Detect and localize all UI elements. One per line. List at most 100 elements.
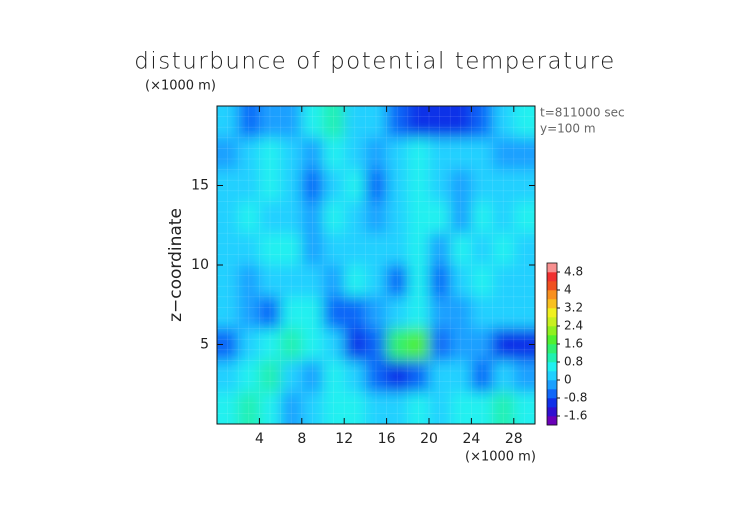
field-cell [344, 233, 366, 266]
field-cell [450, 392, 472, 424]
field-cell [450, 296, 472, 330]
field-cell [344, 360, 366, 393]
field-cell [365, 201, 388, 234]
field-cell [407, 137, 430, 171]
colorbar-segment [547, 407, 557, 417]
field-cell [323, 106, 345, 139]
field-cell [471, 201, 494, 234]
field-cell [386, 233, 409, 266]
field-cell [365, 328, 388, 361]
field-cell [365, 265, 388, 298]
field-cell [323, 296, 345, 330]
field-cell [386, 201, 409, 234]
field-cell [344, 201, 366, 234]
field-cell [259, 106, 282, 139]
x-tick-label: 4 [255, 431, 264, 447]
field-cell [513, 137, 535, 171]
field-cell [217, 328, 239, 361]
field-cell [280, 296, 303, 330]
field-cell [323, 137, 345, 171]
field-cell [429, 296, 451, 330]
field-cell [217, 201, 239, 234]
field-cell [407, 296, 430, 330]
field-cell [386, 360, 409, 393]
colorbar-segment [547, 263, 557, 273]
field-cell [238, 265, 260, 298]
field-cell [365, 137, 388, 171]
colorbar-tick-label: 0.8 [564, 355, 583, 369]
field-cell [513, 328, 535, 361]
field-cell [280, 360, 303, 393]
colorbar-segment [547, 416, 557, 426]
x-tick-label: 8 [297, 431, 306, 447]
field-cell [429, 201, 451, 234]
field-cell [365, 233, 388, 266]
field-cell [301, 201, 324, 234]
field-cell [280, 137, 303, 171]
field-cell [386, 137, 409, 171]
field-cell [471, 265, 494, 298]
field-cell [492, 201, 515, 234]
colorbar-segment [547, 272, 557, 282]
colorbar-segment [547, 362, 557, 372]
field-cell [301, 296, 324, 330]
colorbar-segment [547, 380, 557, 390]
overlay: 4 8 12 16 20 24 28 5 10 15 -1.6 -0.8 0 0.8 1.6 2.4 3.2 4 4… [191, 105, 587, 447]
field-cell [386, 296, 409, 330]
field-cell [407, 265, 430, 298]
field-cell [386, 328, 409, 361]
field-cell [344, 296, 366, 330]
field-cell [323, 392, 345, 424]
y-axis-label: z−coordinate [166, 208, 186, 322]
field-cell [450, 201, 472, 234]
field-cell [513, 169, 535, 202]
colorbar-tick-label: 0 [564, 373, 572, 387]
field-cell [471, 137, 494, 171]
field-cell [238, 296, 260, 330]
colorbar-segment [547, 317, 557, 327]
field-cell [280, 201, 303, 234]
field-cell [513, 201, 535, 234]
field-cell [407, 169, 430, 202]
field-cell [323, 360, 345, 393]
field-cell [407, 392, 430, 424]
field-cell [217, 233, 239, 266]
field-cell [344, 392, 366, 424]
field-cell [492, 137, 515, 171]
field-cell [513, 392, 535, 424]
field-cell [217, 296, 239, 330]
field-cell [471, 360, 494, 393]
field-cell [450, 265, 472, 298]
field-cell [471, 328, 494, 361]
field-cell [471, 106, 494, 139]
field-cell [492, 392, 515, 424]
x-tick-label: 20 [420, 431, 438, 447]
field-cell [301, 360, 324, 393]
y-tick-label: 15 [191, 178, 209, 194]
colorbar-segment [547, 344, 557, 354]
field-cell [513, 296, 535, 330]
field-cell [259, 265, 282, 298]
field-cell [365, 392, 388, 424]
field-cell [429, 137, 451, 171]
field-cell [450, 137, 472, 171]
field-cell [365, 106, 388, 139]
field-cell [450, 360, 472, 393]
field-cell [259, 201, 282, 234]
field-cell [344, 137, 366, 171]
field-cell [217, 137, 239, 171]
field-cell [259, 392, 282, 424]
field-cell [217, 360, 239, 393]
field-cell [429, 392, 451, 424]
field-cell [450, 328, 472, 361]
field-cell [492, 233, 515, 266]
field-cell [301, 392, 324, 424]
field-cell [323, 265, 345, 298]
field-cell [238, 360, 260, 393]
field-cell [492, 360, 515, 393]
field-cell [238, 137, 260, 171]
field-cell [217, 265, 239, 298]
field-cell [238, 392, 260, 424]
field-cell [429, 328, 451, 361]
